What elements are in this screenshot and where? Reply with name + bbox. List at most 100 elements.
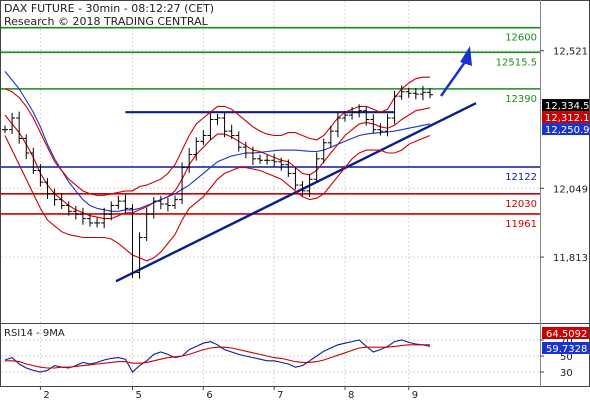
price-bar	[299, 180, 306, 197]
y-tick-label: 12,521	[553, 47, 588, 58]
price-bar	[342, 111, 348, 122]
price-bar	[150, 197, 157, 219]
price-bar	[377, 123, 384, 136]
price-bar	[115, 195, 122, 209]
level-label: 12122	[505, 172, 537, 183]
price-bar	[87, 214, 93, 227]
band-lower-line	[4, 134, 431, 262]
price-badge	[542, 99, 589, 112]
price-bar	[398, 85, 405, 100]
price-bar	[179, 162, 186, 205]
rsi-panel-frame	[0, 323, 590, 387]
price-bar	[419, 85, 426, 101]
price-bar	[320, 138, 327, 164]
rsi-line	[4, 339, 431, 373]
price-bar	[349, 106, 356, 120]
rsi-ma-line	[5, 344, 430, 369]
price-bar	[37, 164, 44, 187]
price-bar	[122, 194, 129, 213]
price-bar	[129, 204, 136, 278]
price-bar	[16, 111, 23, 144]
rsi-tick-label: 70	[560, 336, 573, 347]
price-bar	[214, 113, 221, 125]
price-bar	[313, 152, 320, 183]
price-bar	[292, 166, 299, 190]
rsi-tick-label: 50	[560, 352, 573, 363]
rsi-badge-label: 59.7328	[546, 344, 587, 355]
price-bar	[334, 111, 341, 138]
price-badge	[542, 123, 589, 136]
level-label: 12030	[505, 199, 537, 210]
price-bar	[207, 113, 214, 140]
price-bar	[143, 207, 150, 242]
price-bar	[44, 178, 51, 200]
levels-layer: 12600 12515.5 12390 12122 12030 11961	[1, 26, 540, 283]
price-bar	[9, 112, 16, 135]
band-upper-line	[4, 76, 430, 196]
level-label: 12515.5	[496, 57, 537, 68]
price-bar	[405, 87, 412, 98]
price-bar	[242, 141, 249, 159]
rsi-badge	[542, 342, 589, 354]
rsi-layer: RSI14 - 9MA	[4, 328, 431, 373]
price-bar	[79, 207, 86, 225]
price-bar	[271, 153, 278, 167]
price-bar	[221, 112, 228, 138]
x-tick-label: 5	[136, 390, 142, 400]
x-tick-label: 2	[43, 390, 49, 400]
price-bar	[30, 147, 37, 174]
price-bar	[51, 188, 58, 206]
price-bar	[327, 125, 334, 149]
price-bar	[136, 232, 143, 279]
axis-layer: 2 5 6 7 8 9 12,521 12,049 11,813 12,334.512,312.1…	[39, 47, 590, 400]
rsi-badge-label: 64.5092	[546, 329, 587, 340]
y-tick-label: 11,813	[553, 253, 588, 264]
y-tick-label: 12,049	[553, 184, 588, 195]
price-bar	[363, 106, 370, 126]
series-layer	[2, 71, 433, 279]
price-bar	[278, 157, 285, 171]
price-bar	[249, 146, 256, 165]
price-bar	[186, 148, 193, 173]
price-bar	[264, 155, 271, 165]
x-tick-label: 8	[348, 390, 354, 400]
rsi-title: RSI14 - 9MA	[4, 328, 65, 339]
price-bar	[200, 130, 207, 145]
level-label: 11961	[505, 219, 537, 230]
price-bar	[412, 87, 419, 100]
price-bar	[101, 207, 108, 229]
overlay-layer	[439, 46, 472, 97]
rsi-badge	[542, 327, 589, 339]
price-bar	[72, 206, 79, 220]
price-bar	[65, 201, 72, 216]
price-badge-label: 12,312.1	[545, 113, 590, 124]
price-bar	[228, 124, 235, 140]
chart-title: DAX FUTURE - 30min - 08:12:27 (CET)	[4, 2, 214, 15]
price-bar	[356, 104, 363, 118]
price-bar	[391, 90, 398, 125]
main-panel-frame	[0, 0, 590, 324]
price-bar	[285, 159, 292, 177]
price-bar	[23, 134, 30, 160]
price-bar	[427, 88, 433, 99]
chart-subtitle: Research © 2018 TRADING CENTRAL	[4, 15, 209, 28]
price-bar	[58, 193, 65, 209]
up-arrow-icon	[439, 46, 472, 97]
price-bar	[257, 154, 263, 164]
price-bar	[164, 197, 171, 212]
price-bar	[94, 217, 101, 228]
price-badge	[542, 111, 589, 124]
x-tick-label: 6	[206, 390, 212, 400]
x-tick-label: 7	[277, 390, 283, 400]
price-bar	[384, 113, 391, 137]
rsi-tick-label: 30	[560, 368, 573, 379]
trendline	[115, 102, 477, 283]
price-bar	[108, 201, 115, 221]
price-bar	[235, 131, 242, 152]
price-bar	[193, 137, 200, 161]
level-label: 12390	[505, 94, 537, 105]
x-tick-label: 9	[412, 390, 418, 400]
price-bar	[306, 173, 313, 198]
